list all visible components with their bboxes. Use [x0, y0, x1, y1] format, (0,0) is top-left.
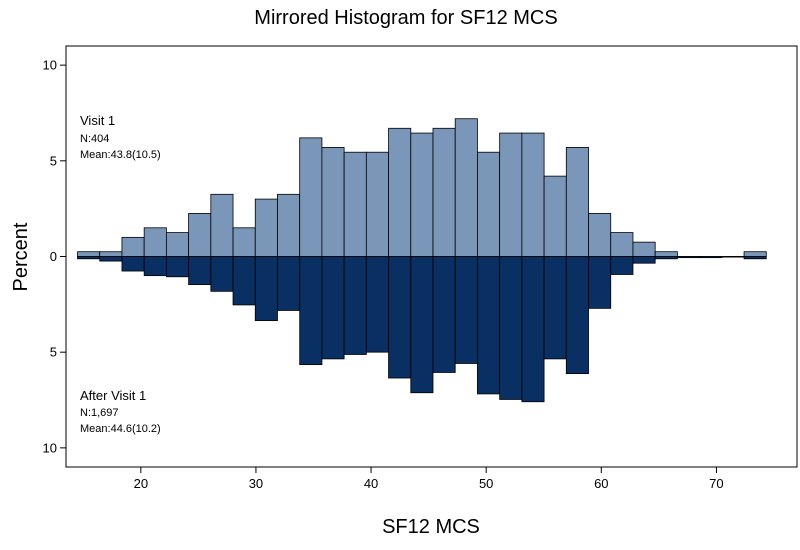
x-tick-label-3: 50 [479, 476, 493, 491]
after-visit-1-bar-18 [477, 256, 501, 395]
after-visit-1-bar-5 [188, 256, 212, 286]
after-visit-1-bar-29 [721, 256, 745, 258]
visit-1-bar-15 [410, 132, 434, 257]
visit-1-bar-30 [743, 251, 767, 257]
x-tick-label-2: 40 [364, 476, 378, 491]
y-axis: 10 5 0 5 10 [43, 58, 66, 455]
after-visit-1-bar-14 [388, 256, 412, 379]
annotation-visit-1-title: Visit 1 [80, 113, 115, 128]
after-visit-1-bar-0 [77, 256, 101, 260]
x-tick-label-0: 20 [134, 476, 148, 491]
after-visit-1-bar-28 [699, 256, 723, 259]
visit-1-bar-7 [232, 227, 256, 257]
after-visit-1-bar-9 [277, 256, 301, 311]
y-tick-label-3: 5 [50, 345, 57, 360]
x-tick-label-1: 30 [249, 476, 263, 491]
visit-1-bar-14 [388, 127, 412, 257]
after-visit-1-bar-8 [254, 256, 278, 322]
annotation-visit-1: Visit 1 N:404 Mean:43.8(10.5) [80, 113, 161, 161]
visit-1-bar-6 [210, 193, 234, 257]
visit-1-bar-20 [521, 132, 545, 257]
annotation-after-visit-1: After Visit 1 N:1,697 Mean:44.6(10.2) [80, 388, 161, 435]
visit-1-bar-13 [365, 151, 389, 257]
y-tick-label-2: 0 [50, 249, 57, 264]
after-visit-1-bar-30 [743, 256, 767, 260]
annotation-visit-1-mean: Mean:43.8(10.5) [80, 149, 161, 161]
after-visit-1-bar-10 [299, 256, 323, 366]
visit-1-bar-5 [188, 213, 212, 257]
visit-1-bar-4 [165, 232, 190, 257]
after-visit-1-bar-27 [676, 256, 701, 259]
after-visit-1-bar-25 [632, 256, 656, 264]
x-axis: 20 30 40 50 60 70 [134, 467, 724, 491]
after-visit-1-bar-17 [454, 256, 478, 364]
visit-1-bar-25 [632, 241, 656, 257]
visit-1-bars [77, 118, 767, 258]
visit-1-bar-16 [432, 127, 456, 257]
after-visit-1-bars [77, 256, 767, 403]
annotation-after-visit-1-title: After Visit 1 [80, 388, 146, 403]
after-visit-1-bar-7 [232, 256, 256, 306]
visit-1-bar-9 [277, 193, 301, 257]
visit-1-bar-26 [654, 251, 678, 257]
visit-1-bar-24 [610, 232, 634, 257]
after-visit-1-bar-19 [499, 256, 523, 400]
x-axis-title: SF12 MCS [382, 516, 480, 538]
after-visit-1-bar-6 [210, 256, 234, 292]
after-visit-1-bar-4 [165, 256, 190, 278]
after-visit-1-bar-1 [99, 256, 123, 262]
after-visit-1-bar-20 [521, 256, 545, 403]
visit-1-bar-23 [588, 213, 612, 257]
after-visit-1-bar-22 [565, 256, 589, 375]
x-tick-label-4: 60 [594, 476, 608, 491]
after-visit-1-bar-23 [588, 256, 612, 309]
after-visit-1-bar-24 [610, 256, 634, 275]
annotation-after-visit-1-mean: Mean:44.6(10.2) [80, 423, 161, 435]
visit-1-bar-10 [299, 137, 323, 257]
visit-1-bar-21 [543, 175, 567, 257]
visit-1-bar-12 [343, 151, 367, 257]
after-visit-1-bar-2 [121, 256, 145, 272]
visit-1-bar-2 [121, 236, 145, 257]
after-visit-1-bar-16 [432, 256, 456, 373]
after-visit-1-bar-12 [343, 256, 367, 355]
y-tick-label-1: 5 [50, 153, 57, 168]
y-tick-label-4: 10 [43, 440, 57, 455]
annotation-visit-1-n: N:404 [80, 133, 109, 145]
after-visit-1-bar-15 [410, 256, 434, 394]
visit-1-bar-19 [499, 132, 523, 257]
x-tick-label-5: 70 [709, 476, 723, 491]
visit-1-bar-0 [77, 251, 101, 257]
after-visit-1-bar-13 [365, 256, 389, 353]
y-axis-title: Percent [10, 222, 32, 291]
after-visit-1-bar-3 [143, 256, 167, 277]
visit-1-bar-1 [99, 251, 123, 257]
chart-title: Mirrored Histogram for SF12 MCS [254, 7, 557, 29]
visit-1-bar-22 [565, 147, 589, 257]
visit-1-bar-11 [321, 147, 345, 257]
after-visit-1-bar-21 [543, 256, 567, 360]
visit-1-bar-18 [477, 151, 501, 257]
y-tick-label-0: 10 [43, 58, 57, 73]
after-visit-1-bar-26 [654, 256, 678, 260]
after-visit-1-bar-11 [321, 256, 345, 360]
visit-1-bar-3 [143, 227, 167, 257]
visit-1-bar-8 [254, 198, 278, 257]
visit-1-bar-17 [454, 118, 478, 257]
annotation-after-visit-1-n: N:1,697 [80, 407, 119, 419]
